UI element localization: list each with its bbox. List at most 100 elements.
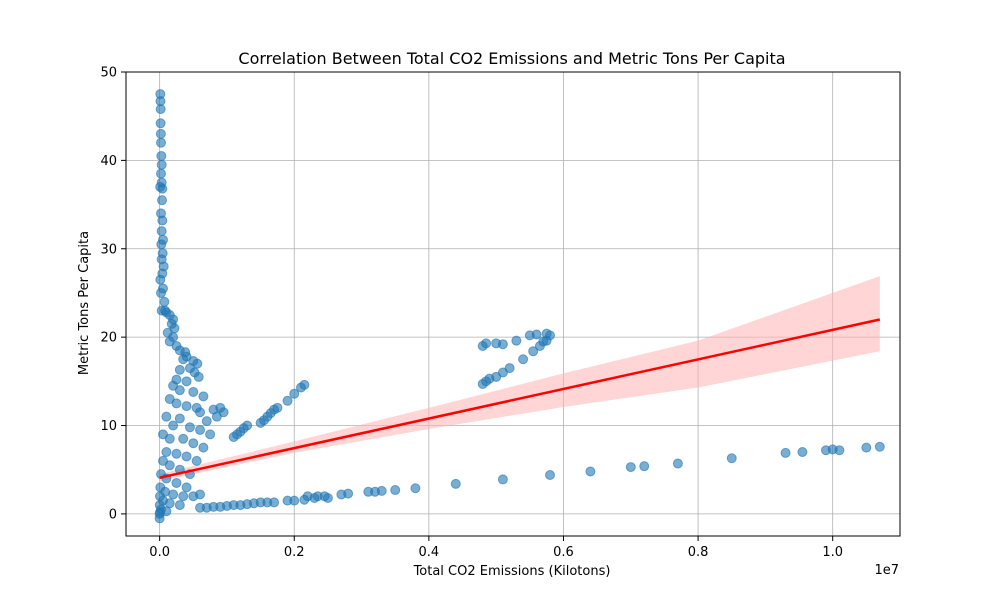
scatter-point [218,407,229,418]
y-tick-label: 0 [109,507,117,522]
scatter-point [450,478,461,489]
scatter-point [184,422,195,433]
y-axis-label: Metric Tons Per Capita [77,231,92,375]
scatter-point [726,453,737,464]
y-tick-label: 30 [100,242,117,257]
scatter-point [178,433,189,444]
scatter-point [157,215,168,226]
scatter-point [497,474,508,485]
scatter-point [171,448,182,459]
scatter-point [164,433,175,444]
scatter-point [192,358,203,369]
scatter-point [242,420,253,431]
scatter-point [376,485,387,496]
scatter-point [191,455,202,466]
scatter-point [497,339,508,350]
scatter-point [289,495,300,506]
scatter-points [154,89,885,524]
y-tick-label: 20 [100,331,117,346]
scatter-point [282,395,293,406]
x-tick-label: 0.2 [284,545,305,560]
scatter-point [188,386,199,397]
scatter-point [195,489,206,500]
x-tick-label: 0.6 [553,545,574,560]
confidence-band-layer [159,276,880,482]
scatter-point [541,335,552,346]
scatter-point [155,287,166,298]
scatter-point [390,485,401,496]
scatter-point [874,441,885,452]
scatter-point [410,483,421,494]
scatter-point [161,411,172,422]
scatter-point [155,137,166,148]
scatter-point [174,385,185,396]
grid-lines [126,71,900,536]
plot-area-frame [125,71,901,537]
scatter-point [585,466,596,477]
scatter-point [168,420,179,431]
chart-title: Correlation Between Total CO2 Emissions … [238,49,785,68]
scatter-point [157,195,168,206]
x-axis-offset-label: 1e7 [874,563,899,578]
scatter-point [154,507,165,518]
scatter-point [528,346,539,357]
scatter-point [639,461,650,472]
scatter-point [156,150,167,161]
scatter-point [193,371,204,382]
x-axis-label: Total CO2 Emissions (Kilotons) [413,564,611,579]
scatter-point [164,460,175,471]
scatter-point [672,458,683,469]
scatter-point [504,363,515,374]
x-tick-label: 0.4 [419,545,440,560]
scatter-point [155,168,166,179]
scatter-point [168,489,179,500]
y-tick-label: 10 [100,419,117,434]
scatter-point [174,413,185,424]
scatter-point [511,335,522,346]
scatter-point [797,447,808,458]
scatter-point [861,442,872,453]
scatter-point [181,451,192,462]
scatter-point [205,429,216,440]
scatter-point [159,296,170,307]
scatter-point [174,364,185,375]
scatter-point [780,447,791,458]
scatter-point [156,226,167,237]
x-tick-label: 0.0 [149,545,170,560]
scatter-point [156,239,167,250]
axis-ticks: 0.0 0.2 0.4 0.6 0.8 1.0 0 10 20 30 40 50 [100,66,843,561]
scatter-point [171,398,182,409]
scatter-point [481,338,492,349]
scatter-point [343,488,354,499]
scatter-point [195,407,206,418]
scatter-point [518,354,529,365]
scatter-point [534,340,545,351]
scatter-point [201,416,212,427]
scatter-point [174,500,185,511]
scatter-point [181,401,192,412]
scatter-point [156,159,167,170]
scatter-point [322,492,333,503]
scatter-point [178,354,189,365]
x-tick-label: 1.0 [822,545,843,560]
confidence-band [159,276,880,482]
scatter-point [834,445,845,456]
scatter-point [269,497,280,508]
scatter-point [161,447,172,458]
scatter-point [195,424,206,435]
scatter-point [155,274,166,285]
x-tick-label: 0.8 [688,545,709,560]
scatter-point [625,462,636,473]
scatter-point [155,104,166,115]
y-tick-label: 40 [100,154,117,169]
scatter-point [188,438,199,449]
regression-line-layer [159,318,881,479]
scatter-point [181,482,192,493]
scatter-point [272,402,283,413]
regression-line [159,318,881,479]
scatter-point [198,442,209,453]
scatter-point [178,491,189,502]
y-tick-label: 50 [100,66,117,81]
scatter-point [198,391,209,402]
